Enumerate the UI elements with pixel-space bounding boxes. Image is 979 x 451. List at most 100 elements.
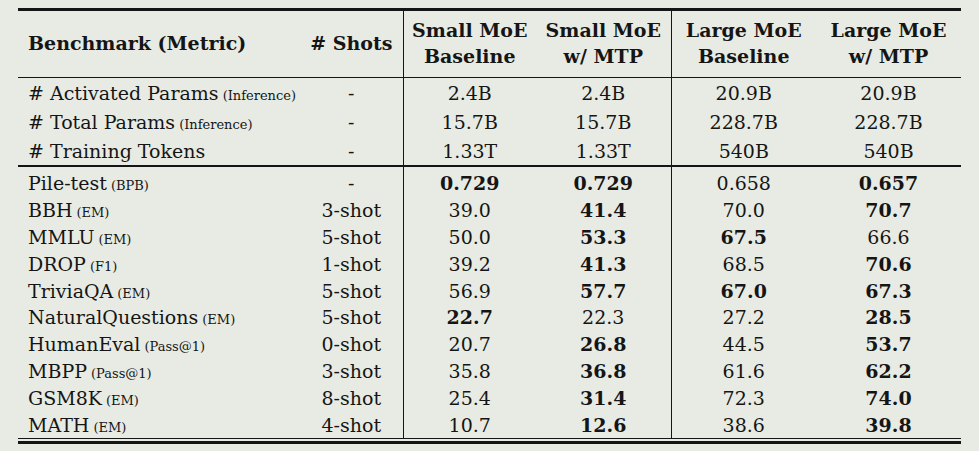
benchmark-name: NaturalQuestions xyxy=(28,306,198,328)
value-large-mtp: 39.8 xyxy=(816,411,961,438)
benchmark-name-cell: HumanEval(Pass@1) xyxy=(18,331,300,358)
value-small-baseline: 15.7B xyxy=(403,107,536,136)
value-small-mtp: 2.4B xyxy=(536,78,671,108)
benchmark-metric: (EM) xyxy=(99,232,132,247)
value-small-baseline: 56.9 xyxy=(403,277,536,304)
shots-cell: 3-shot xyxy=(300,197,403,224)
benchmark-name: DROP xyxy=(28,253,86,275)
value-large-baseline: 228.7B xyxy=(671,107,816,136)
benchmark-name: # Training Tokens xyxy=(28,140,205,162)
value-small-baseline: 22.7 xyxy=(403,304,536,331)
benchmark-name-cell: MMLU (EM) xyxy=(18,224,300,251)
shots-cell: - xyxy=(300,107,403,136)
header-line-bottom: w/ MTP xyxy=(564,45,643,67)
shots-cell: 1-shot xyxy=(300,250,403,277)
value-small-baseline: 20.7 xyxy=(403,331,536,358)
table-header: Benchmark (Metric) # Shots Small MoE Bas… xyxy=(18,11,961,78)
value-large-mtp: 540B xyxy=(816,136,961,166)
results-table-wrapper: Benchmark (Metric) # Shots Small MoE Bas… xyxy=(18,8,961,444)
benchmark-name: HumanEval xyxy=(28,333,140,355)
value-small-mtp: 53.3 xyxy=(536,224,671,251)
benchmark-metric: (BPB) xyxy=(111,178,149,193)
header-line-top: Small MoE xyxy=(412,19,527,41)
header-small-moe-mtp: Small MoE w/ MTP xyxy=(536,11,671,78)
value-large-baseline: 0.658 xyxy=(671,166,816,197)
value-large-baseline: 27.2 xyxy=(671,304,816,331)
benchmark-name-cell: GSM8K (EM) xyxy=(18,384,300,411)
table-row: Pile-test(BPB) - 0.729 0.729 0.658 0.657 xyxy=(18,166,961,197)
table-row: # Total Params(Inference) - 15.7B 15.7B … xyxy=(18,107,961,136)
benchmark-name: MMLU xyxy=(28,226,95,248)
shots-cell: 0-shot xyxy=(300,331,403,358)
table-row: # Activated Params(Inference) - 2.4B 2.4… xyxy=(18,78,961,108)
value-large-baseline: 67.0 xyxy=(671,277,816,304)
header-line-bottom: w/ MTP xyxy=(849,45,928,67)
benchmark-name-cell: # Activated Params(Inference) xyxy=(18,78,300,108)
benchmark-section: Pile-test(BPB) - 0.729 0.729 0.658 0.657… xyxy=(18,166,961,438)
value-small-mtp: 0.729 xyxy=(536,166,671,197)
benchmark-metric: (EM) xyxy=(202,312,235,327)
header-small-moe-baseline: Small MoE Baseline xyxy=(403,11,536,78)
value-large-mtp: 53.7 xyxy=(816,331,961,358)
value-large-mtp: 28.5 xyxy=(816,304,961,331)
value-small-mtp: 41.4 xyxy=(536,197,671,224)
table-row: # Training Tokens - 1.33T 1.33T 540B 540… xyxy=(18,136,961,166)
table-row: MMLU(EM) 5-shot 50.0 53.3 67.5 66.6 xyxy=(18,224,961,251)
header-benchmark: Benchmark (Metric) xyxy=(18,11,300,78)
benchmark-name-cell: BBH(EM) xyxy=(18,197,300,224)
value-small-baseline: 35.8 xyxy=(403,358,536,385)
shots-cell: - xyxy=(300,166,403,197)
value-small-baseline: 50.0 xyxy=(403,224,536,251)
results-table: Benchmark (Metric) # Shots Small MoE Bas… xyxy=(18,11,961,438)
value-small-mtp: 15.7B xyxy=(536,107,671,136)
header-row: Benchmark (Metric) # Shots Small MoE Bas… xyxy=(18,11,961,78)
shots-cell: 4-shot xyxy=(300,411,403,438)
value-large-mtp: 20.9B xyxy=(816,78,961,108)
benchmark-name-cell: DROP(F1) xyxy=(18,250,300,277)
value-small-baseline: 10.7 xyxy=(403,411,536,438)
header-line-top: Large MoE xyxy=(831,19,947,41)
value-large-baseline: 20.9B xyxy=(671,78,816,108)
value-small-mtp: 36.8 xyxy=(536,358,671,385)
table-row: NaturalQuestions (EM) 5-shot 22.7 22.3 27… xyxy=(18,304,961,331)
table-row: HumanEval(Pass@1) 0-shot 20.7 26.8 44.5 … xyxy=(18,331,961,358)
benchmark-metric: (EM) xyxy=(106,393,139,408)
value-large-mtp: 62.2 xyxy=(816,358,961,385)
value-large-baseline: 67.5 xyxy=(671,224,816,251)
benchmark-metric: (EM) xyxy=(117,286,150,301)
benchmark-name-cell: Pile-test(BPB) xyxy=(18,166,300,197)
value-large-baseline: 68.5 xyxy=(671,250,816,277)
value-small-mtp: 12.6 xyxy=(536,411,671,438)
header-line-bottom: Baseline xyxy=(698,45,790,67)
value-small-mtp: 41.3 xyxy=(536,250,671,277)
value-large-mtp: 74.0 xyxy=(816,384,961,411)
header-shots: # Shots xyxy=(300,11,403,78)
shots-cell: 3-shot xyxy=(300,358,403,385)
benchmark-name: MBPP xyxy=(28,360,87,382)
value-small-mtp: 26.8 xyxy=(536,331,671,358)
benchmark-metric: (Inference) xyxy=(223,88,296,103)
header-line-bottom: Baseline xyxy=(424,45,516,67)
benchmark-name: GSM8K xyxy=(28,387,102,409)
benchmark-name-cell: NaturalQuestions (EM) xyxy=(18,304,300,331)
value-small-mtp: 22.3 xyxy=(536,304,671,331)
value-large-mtp: 70.6 xyxy=(816,250,961,277)
shots-cell: - xyxy=(300,78,403,108)
value-small-baseline: 0.729 xyxy=(403,166,536,197)
shots-cell: - xyxy=(300,136,403,166)
benchmark-name: BBH xyxy=(28,199,73,221)
benchmark-name: # Total Params xyxy=(28,111,175,133)
info-section: # Activated Params(Inference) - 2.4B 2.4… xyxy=(18,78,961,167)
header-large-moe-mtp: Large MoE w/ MTP xyxy=(816,11,961,78)
value-small-baseline: 39.0 xyxy=(403,197,536,224)
shots-cell: 5-shot xyxy=(300,304,403,331)
benchmark-metric: (EM) xyxy=(93,420,126,435)
table-row: BBH(EM) 3-shot 39.0 41.4 70.0 70.7 xyxy=(18,197,961,224)
value-small-baseline: 39.2 xyxy=(403,250,536,277)
value-large-baseline: 540B xyxy=(671,136,816,166)
benchmark-metric: (Pass@1) xyxy=(91,366,152,381)
benchmark-name-cell: TriviaQA(EM) xyxy=(18,277,300,304)
shots-cell: 8-shot xyxy=(300,384,403,411)
benchmark-name-cell: # Training Tokens xyxy=(18,136,300,166)
table-row: MBPP(Pass@1) 3-shot 35.8 36.8 61.6 62.2 xyxy=(18,358,961,385)
